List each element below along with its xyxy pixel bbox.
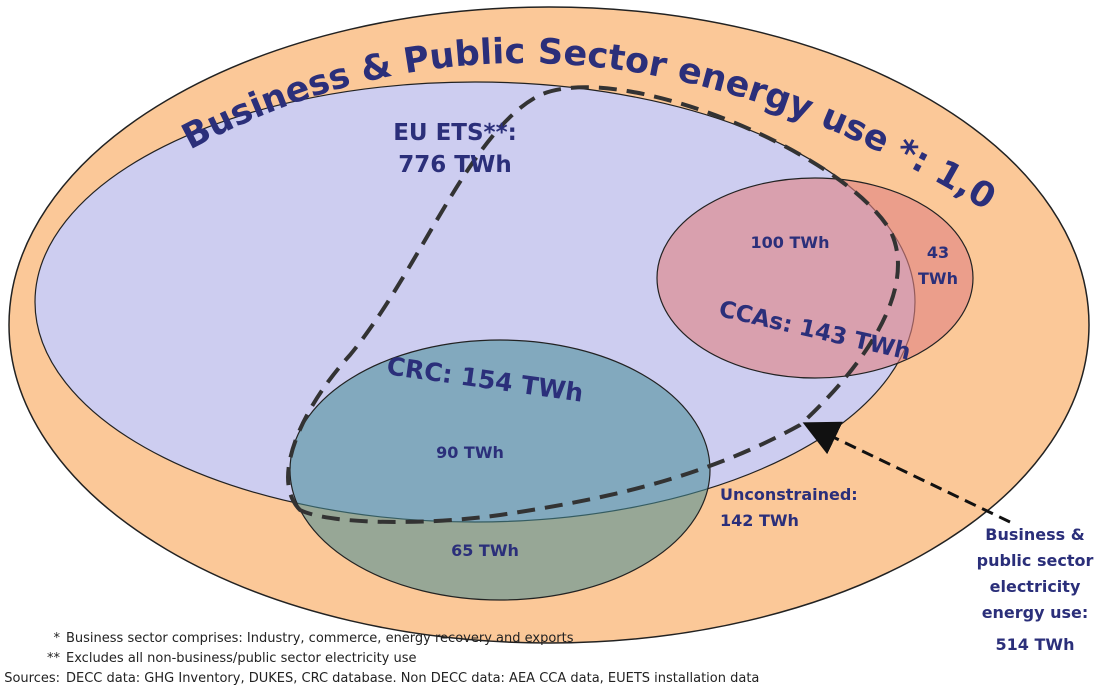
footnote-mark: * xyxy=(54,631,61,646)
label: 90 TWh xyxy=(436,443,504,462)
footnote-mark: Sources: xyxy=(4,671,60,686)
label: 776 TWh xyxy=(398,152,511,178)
label: 142 TWh xyxy=(720,511,799,530)
label: public sector xyxy=(977,551,1094,570)
label: Business & xyxy=(985,525,1084,544)
footnote: DECC data: GHG Inventory, DUKES, CRC dat… xyxy=(66,671,759,686)
label: 514 TWh xyxy=(996,635,1075,654)
footnote: Excludes all non-business/public sector … xyxy=(66,651,417,666)
label: 43 xyxy=(927,243,949,262)
label: EU ETS**: xyxy=(393,120,517,146)
label: energy use: xyxy=(982,603,1089,622)
label: 65 TWh xyxy=(451,541,519,560)
footnote: Business sector comprises: Industry, com… xyxy=(66,631,574,646)
footnote-mark: ** xyxy=(47,651,61,666)
electricity-boundary xyxy=(286,85,900,524)
label: TWh xyxy=(918,269,958,288)
label: electricity xyxy=(990,577,1081,596)
cca-ellipse xyxy=(656,177,974,379)
label: Unconstrained: xyxy=(720,485,858,504)
label: 100 TWh xyxy=(751,233,830,252)
